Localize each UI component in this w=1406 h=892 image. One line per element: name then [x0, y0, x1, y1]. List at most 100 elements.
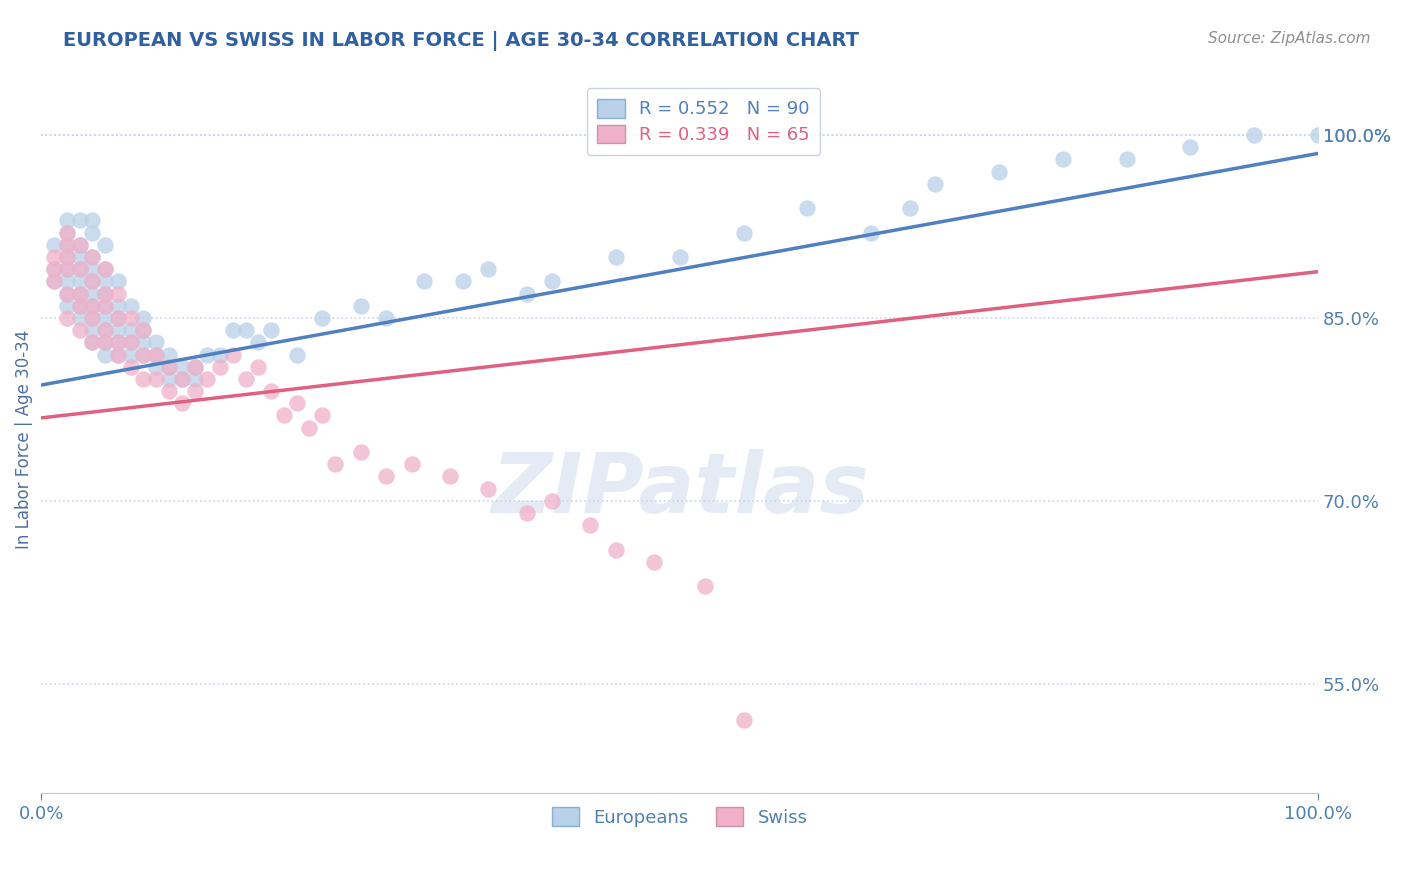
Point	[605, 542, 627, 557]
Point	[924, 177, 946, 191]
Text: Source: ZipAtlas.com: Source: ZipAtlas.com	[1208, 31, 1371, 46]
Point	[132, 347, 155, 361]
Point	[235, 323, 257, 337]
Point	[82, 250, 104, 264]
Point	[120, 299, 142, 313]
Point	[69, 299, 91, 313]
Point	[145, 347, 167, 361]
Point	[69, 299, 91, 313]
Point	[69, 213, 91, 227]
Point	[796, 201, 818, 215]
Point	[477, 482, 499, 496]
Point	[94, 299, 117, 313]
Point	[42, 237, 65, 252]
Point	[94, 335, 117, 350]
Point	[375, 310, 398, 325]
Point	[94, 323, 117, 337]
Point	[311, 310, 333, 325]
Point	[157, 384, 180, 398]
Y-axis label: In Labor Force | Age 30-34: In Labor Force | Age 30-34	[15, 330, 32, 549]
Point	[222, 347, 245, 361]
Point	[107, 286, 129, 301]
Point	[1308, 128, 1330, 142]
Point	[82, 299, 104, 313]
Point	[515, 286, 537, 301]
Point	[157, 359, 180, 374]
Point	[120, 310, 142, 325]
Point	[413, 274, 436, 288]
Point	[898, 201, 921, 215]
Point	[107, 299, 129, 313]
Point	[120, 323, 142, 337]
Point	[94, 262, 117, 277]
Point	[120, 335, 142, 350]
Point	[260, 384, 283, 398]
Point	[56, 262, 79, 277]
Point	[82, 335, 104, 350]
Point	[298, 420, 321, 434]
Point	[107, 310, 129, 325]
Point	[451, 274, 474, 288]
Point	[247, 335, 270, 350]
Point	[69, 310, 91, 325]
Point	[120, 335, 142, 350]
Point	[1052, 153, 1074, 167]
Text: ZIPatlas: ZIPatlas	[491, 449, 869, 530]
Point	[56, 250, 79, 264]
Point	[183, 384, 205, 398]
Point	[195, 372, 218, 386]
Point	[145, 372, 167, 386]
Point	[132, 335, 155, 350]
Point	[82, 274, 104, 288]
Point	[82, 226, 104, 240]
Point	[235, 372, 257, 386]
Point	[145, 347, 167, 361]
Point	[605, 250, 627, 264]
Point	[183, 359, 205, 374]
Point	[170, 359, 193, 374]
Point	[94, 323, 117, 337]
Point	[247, 359, 270, 374]
Point	[69, 286, 91, 301]
Point	[170, 372, 193, 386]
Point	[82, 274, 104, 288]
Point	[69, 262, 91, 277]
Point	[94, 237, 117, 252]
Point	[132, 323, 155, 337]
Point	[401, 457, 423, 471]
Point	[132, 310, 155, 325]
Point	[69, 286, 91, 301]
Point	[82, 310, 104, 325]
Point	[82, 286, 104, 301]
Point	[42, 250, 65, 264]
Point	[477, 262, 499, 277]
Point	[82, 262, 104, 277]
Point	[56, 237, 79, 252]
Point	[695, 579, 717, 593]
Point	[94, 286, 117, 301]
Point	[42, 274, 65, 288]
Point	[56, 274, 79, 288]
Point	[170, 372, 193, 386]
Point	[120, 347, 142, 361]
Point	[107, 274, 129, 288]
Point	[56, 310, 79, 325]
Point	[157, 347, 180, 361]
Point	[157, 372, 180, 386]
Point	[323, 457, 346, 471]
Point	[107, 347, 129, 361]
Point	[733, 226, 755, 240]
Point	[273, 409, 295, 423]
Point	[42, 262, 65, 277]
Point	[107, 310, 129, 325]
Point	[69, 250, 91, 264]
Point	[94, 262, 117, 277]
Point	[541, 493, 564, 508]
Point	[195, 347, 218, 361]
Point	[107, 347, 129, 361]
Point	[132, 323, 155, 337]
Text: EUROPEAN VS SWISS IN LABOR FORCE | AGE 30-34 CORRELATION CHART: EUROPEAN VS SWISS IN LABOR FORCE | AGE 3…	[63, 31, 859, 51]
Point	[668, 250, 690, 264]
Point	[56, 286, 79, 301]
Point	[107, 335, 129, 350]
